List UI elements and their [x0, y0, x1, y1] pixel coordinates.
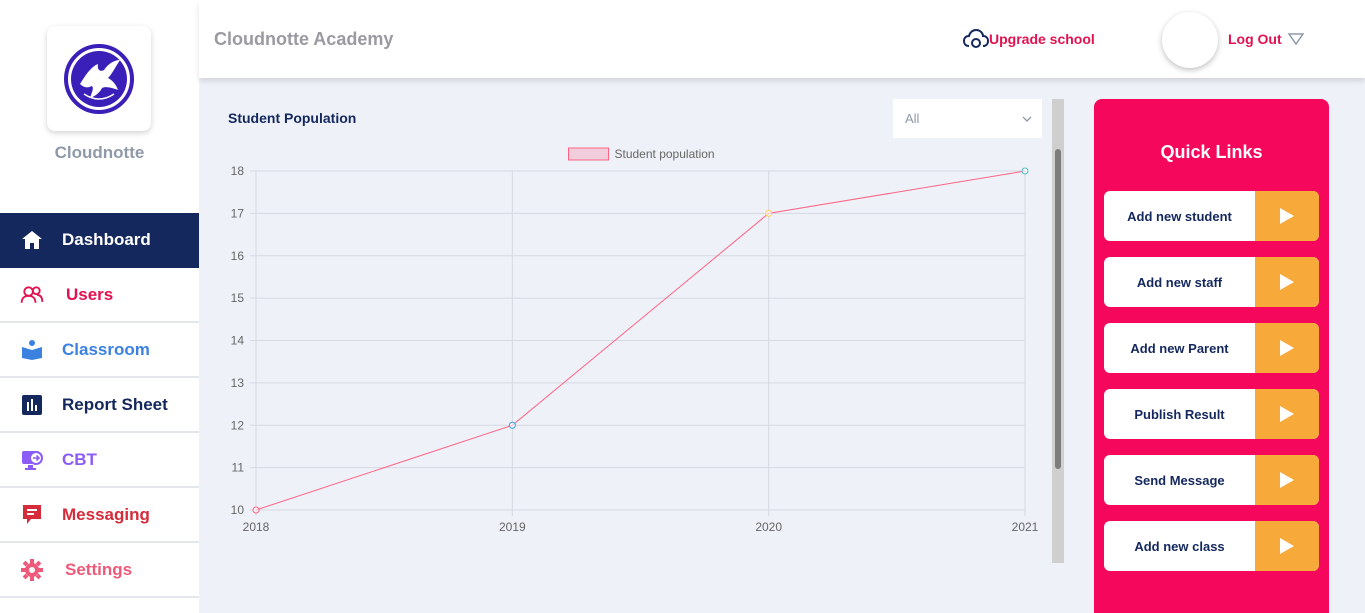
play-arrow-icon — [1255, 455, 1319, 505]
quick-link-label: Add new class — [1134, 538, 1225, 554]
data-point — [765, 209, 773, 217]
message-icon — [20, 503, 44, 527]
top-header: Cloudnotte Academy Upgrade school Log Ou… — [199, 0, 1365, 78]
sidebar-item-messaging[interactable]: Messaging — [0, 488, 199, 543]
chevron-down-icon — [1022, 116, 1032, 122]
logout-button[interactable]: Log Out — [1228, 31, 1304, 47]
student-population-chart: 10 11 12 13 14 15 16 17 18 2018 2019 2020 2021 Studen… — [231, 147, 1039, 534]
add-new-parent-button[interactable]: Add new Parent — [1104, 323, 1319, 373]
quick-link-label: Add new Parent — [1130, 340, 1229, 356]
series-line — [255, 170, 1026, 511]
cloud-upgrade-icon — [963, 28, 989, 48]
y-tick-label: 15 — [231, 291, 245, 305]
avatar[interactable] — [1162, 12, 1218, 68]
y-tick-label: 17 — [231, 206, 245, 220]
quick-link-label: Send Message — [1134, 472, 1225, 488]
bar-chart-icon — [20, 393, 44, 417]
play-arrow-icon — [1255, 389, 1319, 439]
sidebar-item-label: Messaging — [62, 504, 150, 524]
sidebar-item-label: Report Sheet — [62, 394, 168, 414]
y-tick-label: 12 — [231, 418, 245, 432]
sidebar-item-report-sheet[interactable]: Report Sheet — [0, 378, 199, 433]
publish-result-button[interactable]: Publish Result — [1104, 389, 1319, 439]
home-icon — [20, 228, 44, 252]
y-tick-label: 18 — [231, 164, 245, 178]
x-tick-label: 2020 — [755, 520, 782, 534]
x-tick-label: 2021 — [1012, 520, 1039, 534]
data-point — [508, 421, 516, 429]
sidebar-item-dashboard[interactable]: Dashboard — [0, 213, 199, 268]
monitor-icon — [20, 448, 44, 472]
chart-panel: Student Population All — [199, 78, 1065, 563]
sidebar-item-settings[interactable]: Settings — [0, 543, 199, 598]
play-arrow-icon — [1255, 191, 1319, 241]
legend-swatch — [568, 147, 609, 161]
quick-link-label: Add new student — [1127, 208, 1232, 224]
sidebar-item-label: CBT — [62, 449, 97, 469]
y-tick-label: 10 — [231, 503, 245, 517]
users-icon — [20, 283, 44, 307]
sidebar: Cloudnotte Dashboard Users Classroom Rep… — [0, 0, 199, 613]
school-logo[interactable] — [47, 26, 151, 131]
scrollbar-thumb[interactable] — [1055, 149, 1061, 469]
x-tick-label: 2018 — [243, 520, 270, 534]
y-tick-label: 11 — [232, 461, 245, 475]
x-tick-label: 2019 — [499, 520, 526, 534]
brand-name: Cloudnotte — [54, 143, 145, 162]
sidebar-item-users[interactable]: Users — [0, 268, 199, 323]
gear-icon — [20, 558, 44, 582]
school-name: Cloudnotte Academy — [214, 29, 394, 49]
chart-title: Student Population — [228, 110, 357, 126]
sidebar-item-label: Classroom — [62, 339, 150, 359]
y-tick-label: 13 — [231, 376, 245, 390]
data-point — [252, 506, 260, 514]
send-message-button[interactable]: Send Message — [1104, 455, 1319, 505]
logout-label: Log Out — [1228, 31, 1282, 47]
eagle-logo-icon — [64, 43, 134, 114]
add-new-staff-button[interactable]: Add new staff — [1104, 257, 1319, 307]
sidebar-item-label: Dashboard — [62, 229, 151, 249]
play-arrow-icon — [1255, 257, 1319, 307]
sidebar-item-cbt[interactable]: CBT — [0, 433, 199, 488]
add-new-class-button[interactable]: Add new class — [1104, 521, 1319, 571]
y-tick-label: 14 — [231, 334, 245, 348]
add-new-student-button[interactable]: Add new student — [1104, 191, 1319, 241]
chevron-down-icon — [1287, 33, 1304, 45]
quick-links-title: Quick Links — [1160, 142, 1263, 162]
sidebar-item-label: Settings — [65, 559, 133, 579]
population-filter-select[interactable]: All — [893, 99, 1042, 138]
data-point — [1021, 167, 1029, 175]
play-arrow-icon — [1255, 323, 1319, 373]
quick-link-label: Add new staff — [1136, 274, 1223, 290]
upgrade-school-button[interactable]: Upgrade school — [963, 28, 1095, 50]
play-arrow-icon — [1255, 521, 1319, 571]
legend-label: Student population — [615, 147, 715, 161]
chart-scrollbar[interactable] — [1052, 99, 1064, 563]
reading-icon — [20, 338, 44, 362]
y-tick-label: 16 — [231, 249, 245, 263]
sidebar-item-classroom[interactable]: Classroom — [0, 323, 199, 378]
sidebar-item-label: Users — [66, 284, 114, 304]
quick-links-panel: Quick Links Add new student Add new staf… — [1094, 99, 1329, 613]
upgrade-school-label: Upgrade school — [989, 31, 1095, 47]
quick-link-label: Publish Result — [1134, 406, 1225, 422]
sidebar-nav: Dashboard Users Classroom Report Sheet C… — [0, 213, 199, 598]
filter-selected-value: All — [905, 111, 920, 126]
